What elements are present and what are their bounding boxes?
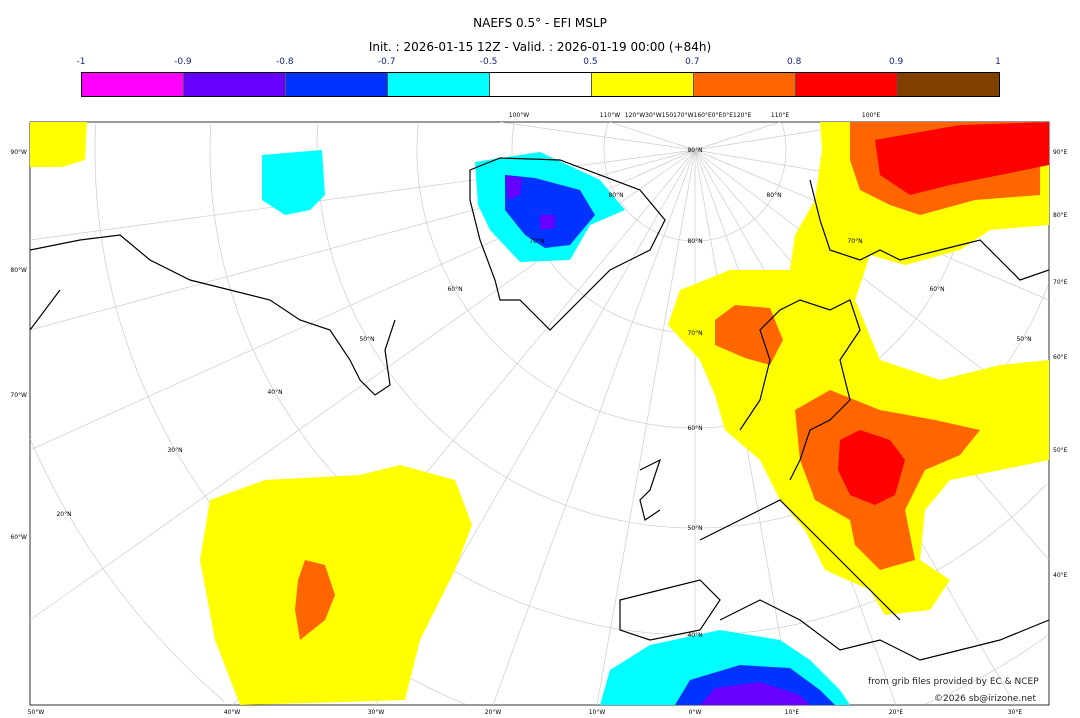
colorbar-tick: -0.7 (377, 57, 396, 67)
region-orange-atlantic (295, 560, 335, 640)
region-yellow-nw (30, 122, 87, 167)
map-label: 60°N (929, 286, 944, 293)
copyright: ©2026 sb@irizone.net (934, 694, 1036, 704)
map-label: 80°N (608, 192, 623, 199)
colorbar-tick: 0.8 (787, 57, 802, 67)
chart-title: NAEFS 0.5° - EFI MSLP (473, 16, 607, 30)
map-label: 10°E (785, 709, 800, 716)
map-label: 60°N (687, 425, 702, 432)
region-violet-greenland (505, 175, 555, 230)
colorbar-swatch (898, 73, 999, 96)
map-label: 120°W30°W150170°W160°E0°E0°E120°E (625, 112, 752, 119)
map-label: 90°N (687, 147, 702, 154)
region-red-central-europe (838, 430, 905, 505)
map-label: 70°N (529, 238, 544, 245)
map-label: 100°E (862, 112, 880, 119)
colorbar-tick: -0.9 (174, 57, 192, 67)
map-label: 60°E (1053, 354, 1068, 361)
map-label: 30°N (167, 447, 182, 454)
map-label: 20°W (485, 709, 502, 716)
map-label: 70°N (847, 238, 862, 245)
region-red-russia (875, 122, 1049, 195)
region-blue-greenland (505, 175, 595, 248)
colorbar-swatch (184, 73, 286, 96)
colorbar-swatch (388, 73, 490, 96)
map-label: 110°E (771, 112, 789, 119)
map-label: 50°W (28, 709, 45, 716)
colorbar-swatch (592, 73, 694, 96)
chart-subtitle: Init. : 2026-01-15 12Z - Valid. : 2026-0… (368, 40, 712, 54)
map-label: 60°N (447, 286, 462, 293)
latitude-circle (30, 438, 225, 702)
map-label: 100°W (509, 112, 529, 119)
map-label: 50°E (1053, 447, 1068, 454)
source-credit: from grib files provided by EC & NCEP (868, 677, 1039, 687)
efi-regions (30, 122, 1049, 705)
map-label: 70°W (10, 392, 27, 399)
map-label: 30°E (1008, 709, 1023, 716)
map-label: 50°N (1016, 336, 1031, 343)
map-label: 40°W (224, 709, 241, 716)
region-orange-norway (715, 305, 783, 365)
map-label: 60°W (10, 534, 27, 541)
colorbar-swatch (286, 73, 388, 96)
map-label: 90°W (10, 149, 27, 156)
map-label: 40°E (1053, 572, 1068, 579)
map-label: 0°W (689, 709, 702, 716)
colorbar-tick: 0.9 (888, 57, 904, 67)
colorbar-tick: -1 (76, 57, 86, 67)
region-yellow-atlantic (200, 465, 472, 705)
region-yellow-europe (668, 122, 1049, 615)
map-label: 50°N (359, 336, 374, 343)
colorbar-tick: 0.5 (583, 57, 598, 67)
map-label: 80°W (10, 267, 27, 274)
map-label: 80°E (1053, 212, 1068, 219)
coastlines (30, 157, 1049, 661)
map-label: 110°W (600, 112, 620, 119)
map-label: 90°E (1053, 149, 1068, 156)
colorbar-tick: 0.7 (685, 57, 700, 67)
map-label: 20°N (56, 511, 71, 518)
map-label: 70°E (1053, 279, 1068, 286)
map-label: 50°N (687, 525, 702, 532)
colorbar-swatch (82, 73, 184, 96)
map-label: 80°N (687, 238, 702, 245)
region-cyan-canada (262, 150, 325, 215)
map-label: 70°N (687, 330, 702, 337)
colorbar-tick: -0.5 (479, 57, 498, 67)
map-label: 80°N (766, 192, 781, 199)
latitude-circle (603, 122, 787, 242)
colorbar-swatch (490, 73, 592, 96)
colorbar-tick: 1 (995, 57, 1001, 67)
colorbar (81, 72, 1000, 97)
colorbar-tick: -0.8 (275, 57, 294, 67)
map-label: 10°W (589, 709, 606, 716)
map-label: 40°N (687, 632, 702, 639)
colorbar-swatch (694, 73, 796, 96)
region-violet-mediterranean (700, 682, 810, 705)
map-label: 40°N (267, 389, 282, 396)
map-label: 30°W (368, 709, 385, 716)
colorbar-swatch (796, 73, 898, 96)
map-label: 20°E (889, 709, 904, 716)
